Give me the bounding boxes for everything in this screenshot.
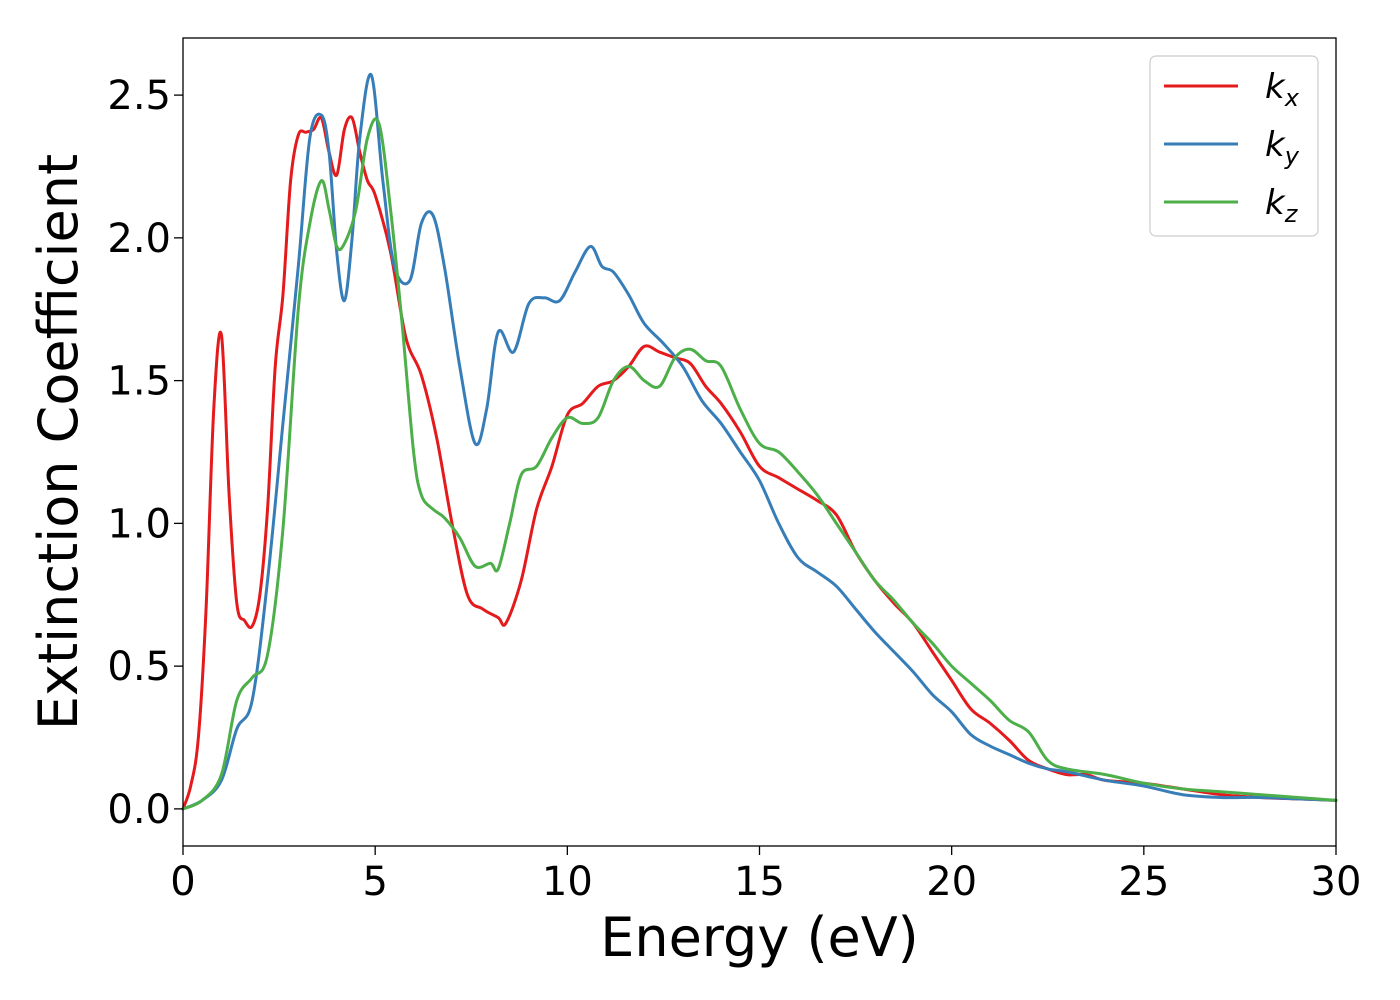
x-axis-title: Energy (eV): [600, 906, 919, 969]
x-tick-label: 0: [170, 859, 195, 905]
y-tick-label: 2.5: [107, 73, 171, 119]
y-tick-label: 1.0: [107, 501, 171, 547]
x-tick-label: 10: [542, 859, 593, 905]
series-line-ky: [181, 73, 1338, 811]
series-layer: [181, 73, 1338, 811]
series-line-kx: [181, 115, 1338, 811]
x-tick-label: 25: [1118, 859, 1169, 905]
x-tick-label: 5: [362, 859, 387, 905]
x-tick-label: 20: [926, 859, 977, 905]
legend-label-kz: kz: [1265, 183, 1299, 228]
y-axis-ticks: 0.0 0.5 1.0 1.5 2.0 2.5: [107, 73, 183, 833]
legend: kx ky kz: [1149, 55, 1319, 237]
x-axis-ticks: 0 5 10 15 20 25 30: [170, 846, 1361, 905]
legend-box: [1149, 55, 1319, 237]
series-line-kz: [181, 117, 1338, 811]
x-tick-label: 15: [734, 859, 785, 905]
y-axis-title: Extinction Coefficient: [27, 154, 90, 730]
y-tick-label: 2.0: [107, 216, 171, 262]
y-tick-label: 1.5: [107, 359, 171, 405]
legend-label-ky: ky: [1265, 125, 1300, 170]
legend-label-kx: kx: [1265, 67, 1300, 112]
x-tick-label: 30: [1311, 859, 1362, 905]
y-tick-label: 0.0: [107, 787, 171, 833]
y-tick-label: 0.5: [107, 644, 171, 690]
